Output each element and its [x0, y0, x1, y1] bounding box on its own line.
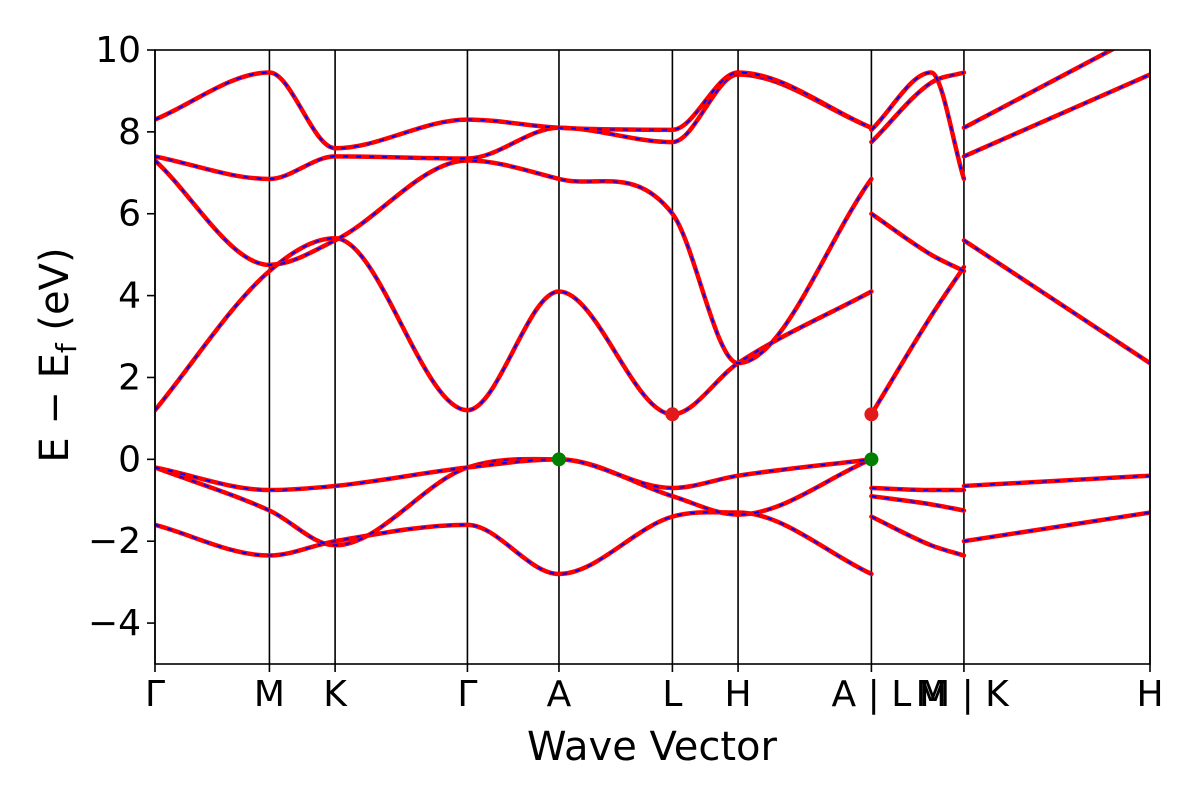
x-tick-label: H: [725, 674, 752, 715]
vbm-marker: [864, 452, 879, 467]
band-line-dashed: [871, 495, 965, 512]
band-line-dashed: [155, 237, 872, 416]
band-line-dashed: [155, 458, 872, 492]
y-tick-label: 4: [118, 276, 141, 317]
band-line-dashed: [870, 515, 965, 557]
band-line-dashed: [963, 474, 1150, 487]
x-tick-label: Γ: [457, 674, 477, 715]
y-tick-label: 0: [118, 439, 141, 480]
y-tick-label: −2: [88, 521, 141, 562]
x-tick-label: M | K: [919, 674, 1010, 715]
y-tick-label: −4: [88, 603, 141, 644]
band-line-dashed: [963, 50, 1114, 129]
band-line-dashed: [871, 486, 964, 492]
y-tick-label: 8: [118, 112, 141, 153]
band-line-dashed: [963, 239, 1150, 364]
x-axis-title: Wave Vector: [527, 724, 778, 770]
y-tick-label: 2: [118, 357, 141, 398]
vbm-marker: [551, 452, 566, 467]
band-line-dashed: [870, 266, 965, 415]
x-tick-label: A: [547, 674, 572, 715]
x-tick-label: H: [1136, 674, 1163, 715]
x-tick-label: Γ: [145, 674, 165, 715]
plot-area: [154, 49, 1151, 665]
y-tick-label: 6: [118, 194, 141, 235]
x-tick-label: K: [323, 674, 348, 715]
y-axis-title-unit: (eV): [32, 247, 78, 343]
band-line-dashed: [963, 73, 1150, 158]
x-tick-label: M: [254, 674, 285, 715]
y-tick-label: 10: [95, 30, 141, 71]
band-line-dashed: [155, 159, 873, 365]
y-axis: −4 −2 0 2 4 6 8 10: [88, 30, 155, 644]
x-tick-label: L: [662, 674, 682, 715]
band-line: [869, 211, 967, 274]
y-axis-title: E − Ef (eV): [32, 247, 83, 462]
band-line-dashed: [155, 71, 872, 150]
bands: [155, 50, 1150, 577]
plot-frame: [154, 49, 1151, 665]
cbm-marker: [864, 407, 879, 422]
y-axis-title-subscript: f: [50, 342, 83, 353]
y-axis-title-main: E − E: [32, 353, 78, 463]
band-line-dashed: [963, 511, 1150, 543]
x-tick-label: M: [916, 674, 947, 715]
cbm-marker: [665, 407, 680, 422]
band-line-dashed: [870, 71, 965, 143]
band-line: [155, 456, 874, 548]
x-tick-label: A | L: [832, 674, 912, 715]
band-line-dashed: [870, 71, 965, 180]
